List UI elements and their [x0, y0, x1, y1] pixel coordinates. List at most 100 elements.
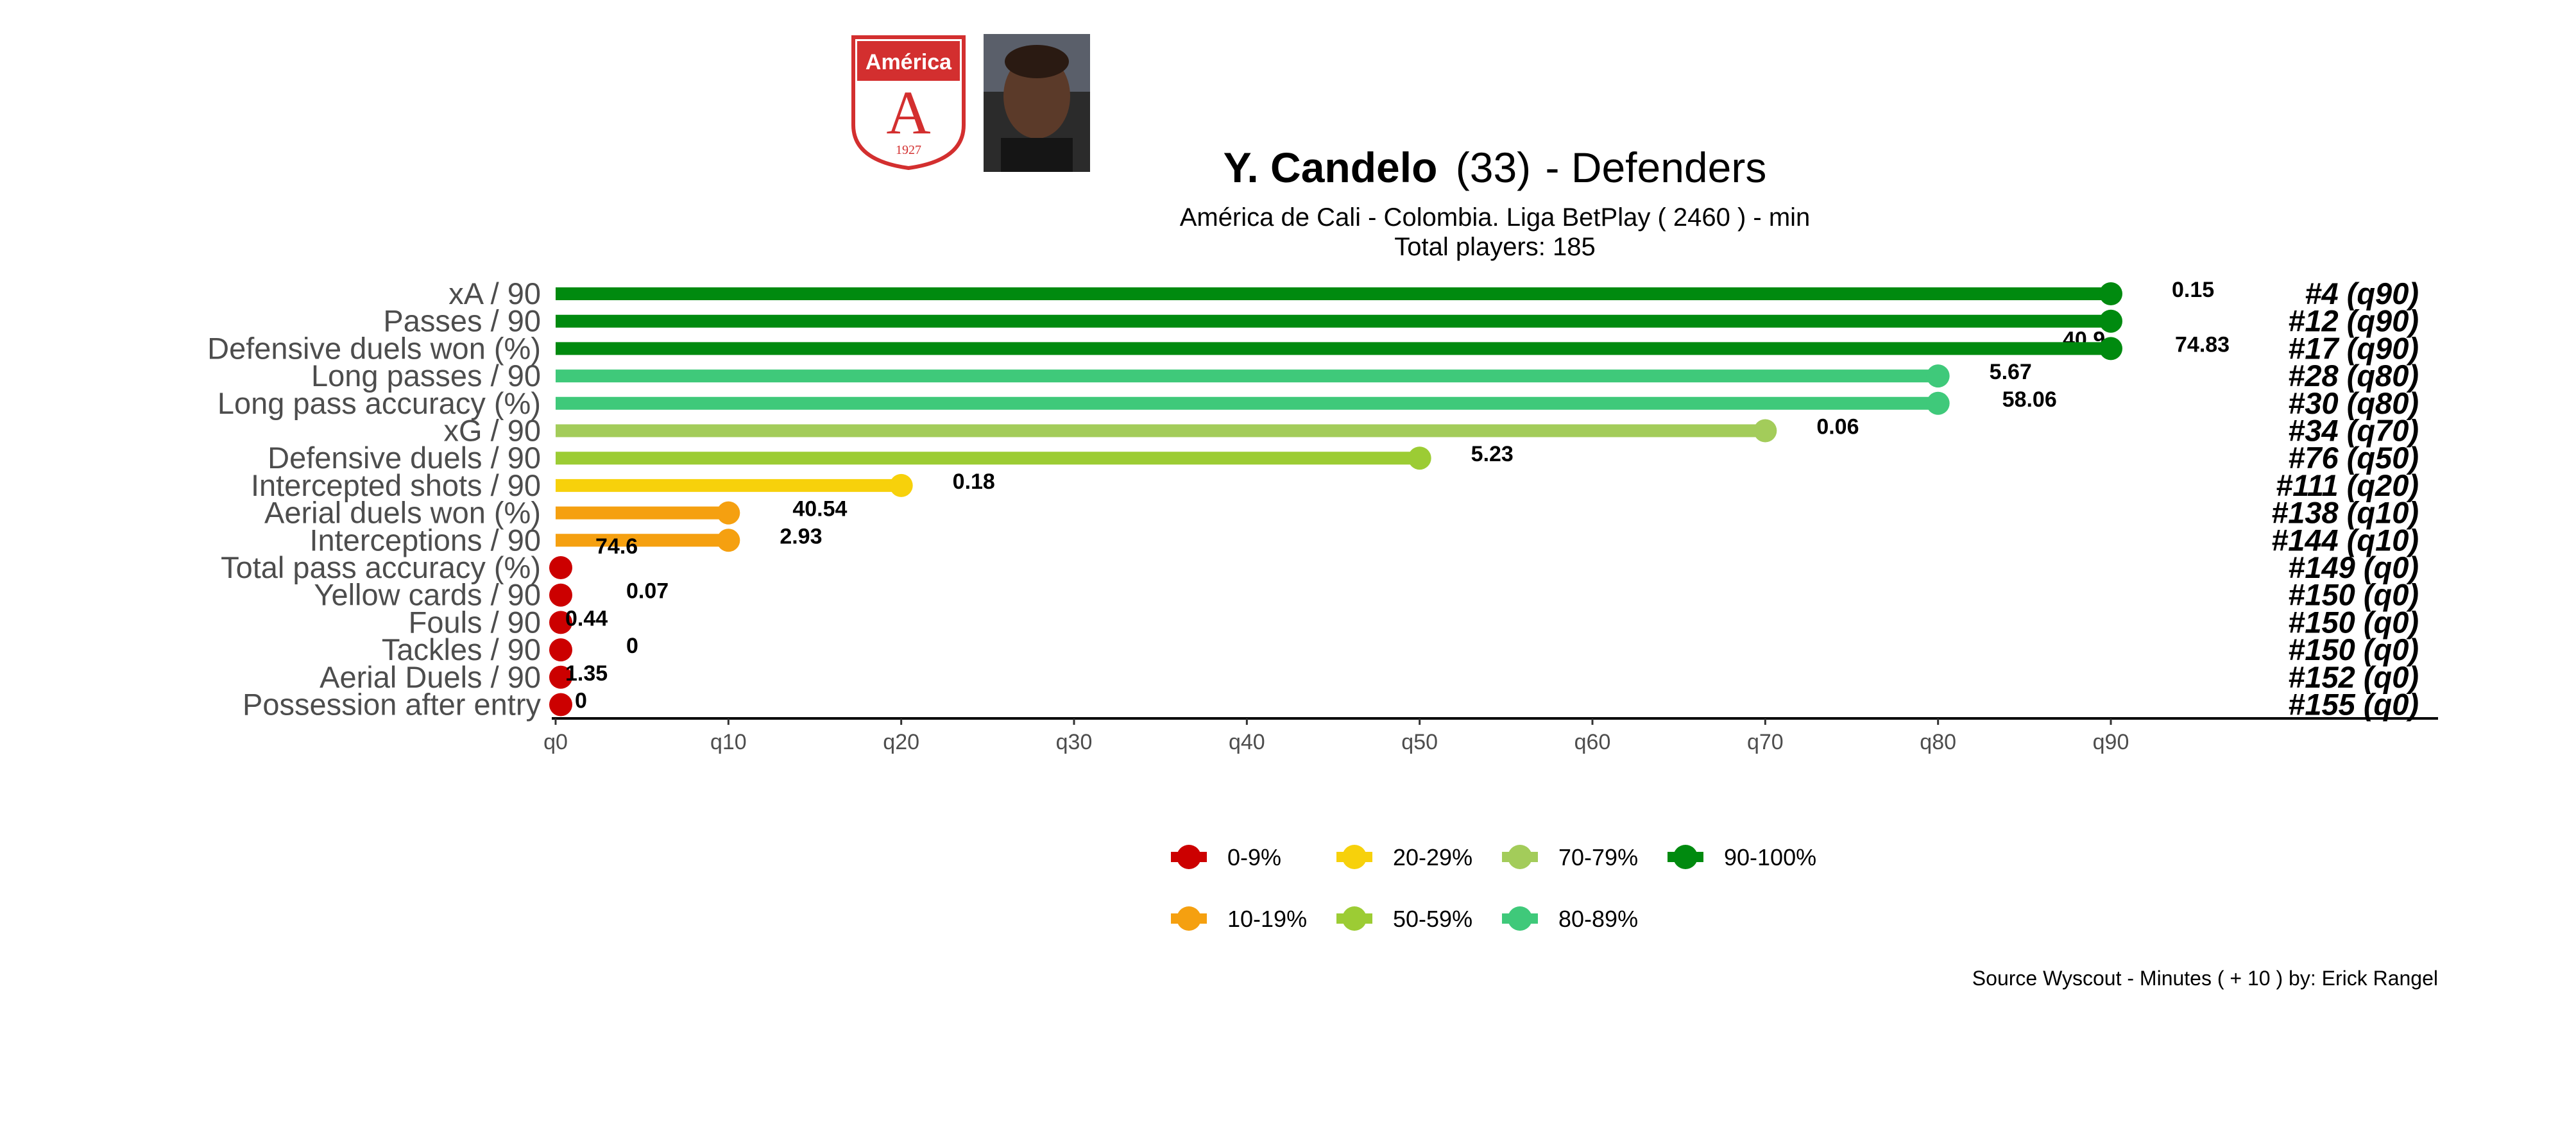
metric-label: xG / 90 — [443, 414, 541, 448]
bar-endpoint — [1926, 391, 1950, 415]
value-label: 5.67 — [1990, 360, 2032, 384]
rank-label: #30 (q80) — [2288, 386, 2419, 420]
bar-endpoint — [1926, 364, 1950, 388]
value-label: 74.6 — [595, 534, 638, 559]
rank-label: #150 (q0) — [2288, 632, 2419, 666]
legend-label: 10-19% — [1227, 906, 1307, 932]
rank-label: #12 (q90) — [2288, 304, 2419, 338]
player-age: (33) — [1456, 144, 1531, 191]
player-name: Y. Candelo — [1224, 144, 1438, 191]
metric-label: Possession after entry — [243, 688, 541, 722]
value-label: 40.54 — [792, 497, 847, 521]
bar-endpoint — [549, 665, 572, 689]
rank-label: #34 (q70) — [2288, 414, 2419, 448]
x-tick-label: q60 — [1574, 730, 1611, 754]
metric-label: Yellow cards / 90 — [314, 578, 541, 612]
x-tick-label: q90 — [2093, 730, 2129, 754]
metric-label: Defensive duels won (%) — [207, 331, 541, 365]
chart-subtitle: América de Cali - Colombia. Liga BetPlay… — [1180, 203, 1811, 232]
x-tick-label: q40 — [1229, 730, 1265, 754]
legend-swatch — [1342, 845, 1367, 869]
club-badge-name: América — [866, 50, 952, 74]
rank-label: #149 (q0) — [2288, 550, 2419, 584]
rank-label: #150 (q0) — [2288, 578, 2419, 612]
metric-label: Aerial duels won (%) — [264, 496, 541, 530]
bar-endpoint — [1408, 446, 1431, 470]
bar-endpoint — [549, 693, 572, 716]
legend-swatch — [1177, 906, 1201, 931]
chart-title: Y. Candelo (33) - Defenders — [1224, 144, 1767, 191]
x-tick-label: q30 — [1056, 730, 1093, 754]
metric-label: Aerial Duels / 90 — [320, 660, 541, 694]
bar-endpoint — [717, 529, 740, 552]
x-tick-label: q70 — [1747, 730, 1784, 754]
rank-label: #155 (q0) — [2288, 688, 2419, 722]
player-photo — [984, 34, 1090, 172]
legend-swatch — [1508, 906, 1532, 931]
rank-label: #17 (q90) — [2288, 331, 2419, 365]
rank-label: #150 (q0) — [2288, 605, 2419, 639]
legend-label: 90-100% — [1724, 844, 1816, 870]
total-players: Total players: 185 — [1394, 233, 1596, 261]
rank-label: #152 (q0) — [2288, 660, 2419, 694]
club-badge: América A 1927 — [851, 35, 966, 171]
rank-label: #138 (q10) — [2271, 496, 2419, 530]
value-label: 58.06 — [2002, 387, 2057, 412]
metric-label: xA / 90 — [448, 276, 541, 310]
value-label: 0 — [626, 634, 638, 658]
metric-label: Total pass accuracy (%) — [221, 550, 541, 584]
caption: Source Wyscout - Minutes ( + 10 ) by: Er… — [1972, 967, 2438, 990]
legend-label: 70-79% — [1558, 844, 1638, 870]
legend-swatch — [1673, 845, 1698, 869]
metric-label: Long passes / 90 — [311, 359, 541, 393]
bar-endpoint — [549, 638, 572, 662]
legend-swatch — [1177, 845, 1201, 869]
metric-label: Long pass accuracy (%) — [218, 386, 541, 420]
rank-label: #4 (q90) — [2305, 276, 2419, 310]
metric-label: Tackles / 90 — [382, 632, 541, 666]
value-label: 74.83 — [2175, 332, 2230, 357]
metric-label: Intercepted shots / 90 — [251, 468, 541, 502]
bar-endpoint — [2099, 309, 2122, 333]
club-badge-year: 1927 — [896, 143, 921, 157]
value-label: 0.15 — [2172, 278, 2214, 302]
bar-endpoint — [889, 473, 913, 497]
legend-swatch — [1342, 906, 1367, 931]
bar-endpoint — [549, 583, 572, 607]
metric-label: Fouls / 90 — [409, 605, 541, 639]
rank-label: #144 (q10) — [2271, 523, 2419, 557]
value-label: 0 — [575, 689, 587, 713]
value-label: 5.23 — [1471, 442, 1514, 466]
bar-endpoint — [2099, 337, 2122, 360]
legend-label: 0-9% — [1227, 844, 1281, 870]
x-tick-label: q0 — [543, 730, 568, 754]
rank-label: #111 (q20) — [2276, 468, 2419, 502]
legend-label: 80-89% — [1558, 906, 1638, 932]
legend-label: 50-59% — [1393, 906, 1472, 932]
metric-label: Interceptions / 90 — [309, 523, 541, 557]
value-label: 1.35 — [565, 661, 608, 686]
x-tick-label: q20 — [883, 730, 919, 754]
player-position: Defenders — [1571, 144, 1767, 191]
value-label: 0.18 — [953, 470, 995, 494]
x-tick-label: q10 — [710, 730, 747, 754]
legend-swatch — [1508, 845, 1532, 869]
value-label: 0.44 — [565, 606, 608, 631]
value-label: 0.07 — [626, 579, 669, 604]
bar-endpoint — [549, 556, 572, 579]
value-label: 2.93 — [780, 524, 822, 548]
legend-label: 20-29% — [1393, 844, 1472, 870]
value-label: 0.06 — [1816, 415, 1859, 439]
rank-label: #28 (q80) — [2288, 359, 2419, 393]
metric-label: Defensive duels / 90 — [268, 441, 541, 475]
rank-label: #76 (q50) — [2288, 441, 2419, 475]
bar-endpoint — [717, 501, 740, 525]
bar-endpoint — [2099, 282, 2122, 305]
x-tick-label: q80 — [1920, 730, 1956, 754]
bar-endpoint — [1753, 419, 1777, 443]
metric-label: Passes / 90 — [383, 304, 541, 338]
club-badge-letter: A — [886, 78, 930, 147]
x-tick-label: q50 — [1401, 730, 1438, 754]
bar-endpoint — [549, 611, 572, 634]
